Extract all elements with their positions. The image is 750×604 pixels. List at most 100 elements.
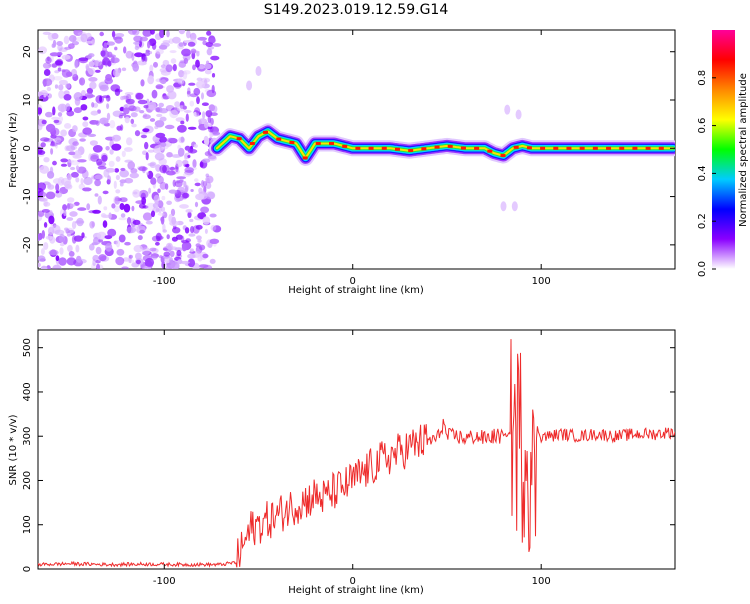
noise-blob [137, 235, 143, 241]
noise-blob [155, 132, 166, 138]
noise-blob [159, 136, 167, 143]
noise-blob [137, 60, 147, 66]
noise-blob [38, 233, 42, 241]
noise-blob [71, 221, 77, 230]
noise-blob [94, 174, 104, 180]
noise-blob [87, 133, 97, 137]
noise-blob [102, 57, 111, 66]
noise-blob [97, 195, 102, 205]
noise-blob [190, 189, 194, 192]
snr-ytick-label: 300 [22, 427, 33, 446]
noise-blob [177, 124, 187, 133]
noise-blob [41, 230, 45, 239]
noise-blob [145, 152, 149, 161]
spectrogram-ytick-label: 0 [22, 145, 33, 151]
noise-blob [79, 77, 86, 86]
noise-blob [155, 107, 161, 113]
noise-blob [88, 210, 98, 214]
noise-blob [207, 155, 217, 161]
noise-blob [66, 145, 76, 152]
signal-peak-mark [474, 146, 480, 150]
signal-peak-mark [302, 156, 308, 160]
noise-blob [84, 92, 94, 99]
snr-ytick-label: 100 [22, 515, 33, 534]
noise-blob [148, 187, 152, 194]
noise-blob [103, 206, 108, 211]
spectrogram-xtick-label: 100 [532, 276, 551, 287]
signal-peak-mark [368, 146, 374, 150]
noise-blob [170, 261, 180, 269]
noise-blob [55, 190, 60, 194]
noise-blob [65, 103, 71, 112]
noise-blob [160, 142, 167, 147]
colorbar-gradient [712, 30, 735, 269]
noise-blob [70, 145, 77, 150]
colorbar-label: Normalized spectral amplitude [738, 73, 749, 227]
noise-blob [96, 161, 107, 167]
signal-peak-mark [606, 146, 612, 150]
noise-blob [171, 216, 177, 225]
noise-blob [162, 40, 171, 44]
noise-blob [159, 164, 167, 174]
noise-blob [106, 41, 116, 46]
signal-peak-mark [526, 146, 532, 150]
noise-blob [166, 137, 175, 143]
noise-blob [105, 242, 113, 252]
noise-blob [54, 70, 60, 74]
noise-blob [150, 177, 157, 185]
noise-blob [106, 179, 111, 185]
noise-blob [48, 249, 59, 256]
noise-blob [43, 222, 48, 228]
noise-blob [92, 254, 100, 262]
noise-blob [164, 124, 175, 130]
noise-blob [38, 182, 47, 191]
noise-blob [118, 234, 126, 243]
noise-blob [94, 179, 101, 187]
noise-blob [41, 119, 47, 125]
noise-blob [70, 171, 79, 178]
noise-blob [184, 110, 192, 113]
noise-blob [51, 32, 59, 40]
colorbar-tick-label: 0.8 [697, 70, 708, 86]
noise-blob [74, 60, 79, 69]
noise-blob [138, 40, 142, 48]
noise-blob [67, 159, 72, 168]
noise-blob [143, 104, 149, 109]
noise-blob [45, 191, 56, 200]
noise-blob [146, 171, 150, 176]
signal-peak-mark [658, 146, 664, 150]
noise-blob [106, 103, 110, 109]
noise-blob [107, 51, 113, 58]
noise-blob [75, 177, 80, 183]
noise-blob [181, 243, 187, 252]
noise-blob [155, 85, 165, 89]
noise-blob [207, 126, 213, 130]
noise-blob [185, 113, 189, 122]
noise-blob [134, 130, 141, 137]
noise-blob [50, 224, 54, 232]
noise-blob [200, 206, 210, 214]
noise-blob [160, 216, 165, 222]
noise-blob [89, 221, 95, 229]
noise-blob [212, 105, 218, 113]
noise-blob [45, 111, 53, 118]
noise-blob [146, 98, 150, 106]
signal-peak-mark [566, 146, 572, 150]
noise-blob [116, 248, 125, 256]
noise-blob [119, 203, 125, 210]
noise-blob [174, 101, 181, 108]
noise-blob [115, 256, 125, 266]
noise-blob [107, 228, 117, 237]
noise-blob [39, 191, 47, 198]
noise-blob [178, 179, 184, 184]
noise-blob [206, 177, 210, 185]
noise-blob [111, 143, 122, 151]
noise-blob [63, 180, 72, 189]
noise-blob [172, 64, 177, 72]
noise-blob [109, 120, 116, 129]
noise-blob [154, 120, 165, 128]
noise-blob [42, 78, 53, 87]
